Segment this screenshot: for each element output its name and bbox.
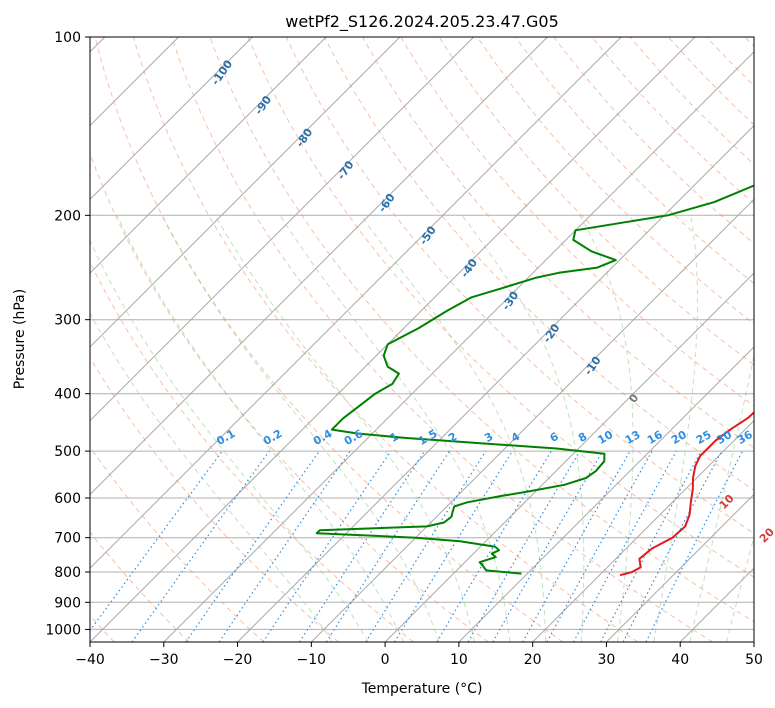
x-tick-label: −10 <box>297 652 327 668</box>
x-tick-label: −20 <box>223 652 253 668</box>
background-lines <box>90 37 754 642</box>
y-tick-label: 600 <box>54 491 81 507</box>
mixing-ratio-line <box>394 450 513 642</box>
x-tick-label: −40 <box>75 652 105 668</box>
dry-adiabat-line <box>476 37 754 325</box>
moist-adiabat-line <box>279 215 511 642</box>
isotherm-line <box>606 493 754 642</box>
y-tick-label: 500 <box>54 444 81 460</box>
moist-adiabat-line <box>214 215 475 642</box>
mixing-ratio-line <box>325 450 450 642</box>
mixing-ratio-line <box>572 450 677 642</box>
series-line-2 <box>315 184 754 575</box>
x-tick-label: 30 <box>598 652 616 668</box>
isotherm-line <box>90 37 475 422</box>
x-tick-label: 40 <box>671 652 689 668</box>
x-tick-label: 10 <box>450 652 468 668</box>
isotherm-line <box>90 37 622 569</box>
isotherm-line <box>163 51 754 642</box>
y-tick-label: 800 <box>54 565 81 581</box>
y-tick-label: 700 <box>54 531 81 547</box>
mixing-ratio-line <box>299 450 426 642</box>
isotherm-line <box>90 37 327 274</box>
x-tick-label: 20 <box>524 652 542 668</box>
mixing-ratio-line <box>218 450 351 642</box>
dry-adiabat-line <box>171 37 713 642</box>
dry-adiabat-line <box>132 37 639 642</box>
dry-adiabat-line <box>362 37 754 449</box>
chart-title: wetPf2_S126.2024.205.23.47.G05 <box>285 12 559 32</box>
x-tick-label: −30 <box>149 652 179 668</box>
y-tick-label: 400 <box>54 387 81 403</box>
dry-adiabat-line <box>247 37 754 578</box>
isotherm-line <box>90 37 253 201</box>
moist-adiabat-line <box>579 215 634 642</box>
x-axis-label: Temperature (°C) <box>361 681 483 697</box>
y-tick-label: 300 <box>54 313 81 329</box>
dry-adiabat-line <box>90 260 414 642</box>
isotherm-line <box>458 346 754 642</box>
x-tick-label: 50 <box>745 652 763 668</box>
mixing-ratio-line <box>185 450 320 642</box>
mixing-ratio-line <box>365 450 487 642</box>
isotherm-line <box>384 272 754 642</box>
moist-adiabat-line <box>90 312 333 642</box>
isotherm-line <box>90 37 696 642</box>
moist-adiabat-line <box>689 353 754 642</box>
y-tick-label: 900 <box>54 595 81 611</box>
mixing-ratio-line <box>467 450 581 642</box>
isotherm-line <box>237 124 754 642</box>
y-tick-label: 100 <box>54 30 81 46</box>
moist-adiabat-line <box>360 215 547 642</box>
dry-adiabat-line <box>90 152 489 642</box>
series-layer <box>315 184 754 577</box>
dry-adiabat-line <box>94 37 564 642</box>
mixing-ratio-line <box>436 450 552 642</box>
mixing-ratio-line <box>131 450 270 642</box>
y-tick-label: 200 <box>54 208 81 224</box>
dry-adiabat-line <box>209 37 754 623</box>
y-tick-label: 1000 <box>45 622 81 638</box>
moist-adiabat-line <box>725 535 754 642</box>
mixing-ratio-line <box>262 450 392 642</box>
moist-adiabat-line <box>653 215 699 642</box>
series-line-1 <box>619 411 754 577</box>
dry-adiabat-line <box>515 37 754 285</box>
dry-adiabat-line <box>90 531 190 642</box>
x-tick-label: 0 <box>381 652 390 668</box>
moist-adiabat-line <box>461 215 585 642</box>
moist-adiabat-line <box>161 215 440 642</box>
moist-adiabat-line <box>90 239 369 642</box>
isotherm-line <box>532 419 754 642</box>
dry-adiabat-line <box>400 37 754 407</box>
plot-frame <box>89 36 755 643</box>
axes: −40 −30 −20 −10 0 10 20 30 40 50 100 200 300 400 500 60… <box>45 30 763 668</box>
isotherm-line <box>90 37 548 496</box>
y-axis-label: Pressure (hPa) <box>12 289 28 389</box>
isotherm-line <box>90 37 401 348</box>
